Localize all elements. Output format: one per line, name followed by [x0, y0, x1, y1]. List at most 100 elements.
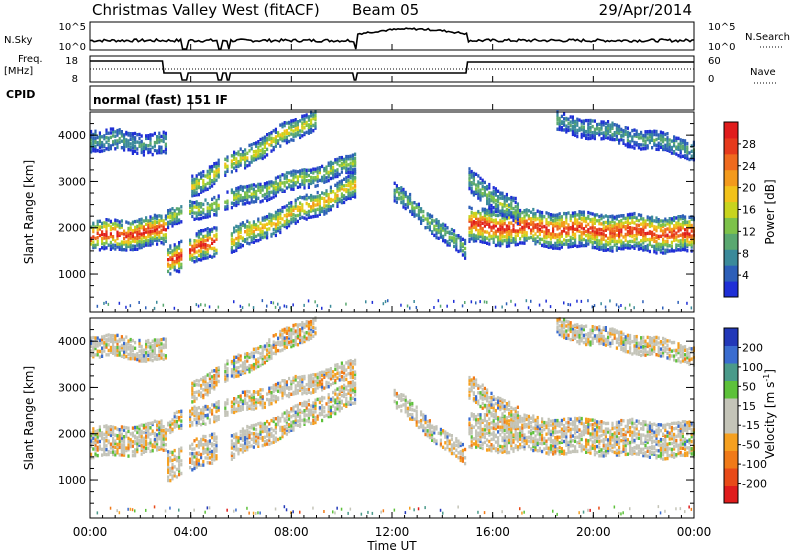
heatmap-cell — [180, 265, 183, 270]
heatmap-cell — [90, 129, 93, 134]
heatmap-cell — [404, 206, 407, 211]
heatmap-cell — [336, 174, 339, 179]
heatmap-cell — [169, 272, 172, 276]
heatmap-cell — [263, 357, 266, 361]
heatmap-cell — [277, 336, 280, 340]
heatmap-cell — [268, 438, 271, 442]
heatmap-cell — [134, 448, 137, 452]
heatmap-cell — [470, 223, 473, 227]
heatmap-cell — [664, 243, 667, 247]
heatmap-cell — [241, 438, 244, 442]
heatmap-cell — [237, 357, 240, 361]
heatmap-cell — [585, 229, 588, 234]
heatmap-cell — [120, 354, 123, 358]
heatmap-cell — [131, 239, 134, 243]
heatmap-cell — [631, 229, 634, 233]
heatmap-cell — [105, 221, 108, 226]
heatmap-cell — [292, 138, 295, 142]
heatmap-cell — [351, 162, 354, 166]
heatmap-cell — [347, 188, 350, 192]
heatmap-cell — [90, 238, 93, 242]
heatmap-cell — [662, 131, 665, 135]
heatmap-cell — [204, 379, 207, 384]
heatmap-cell — [142, 359, 145, 363]
heatmap-cell — [268, 348, 271, 352]
heatmap-cell — [134, 140, 137, 145]
heatmap-cell — [664, 132, 667, 137]
heatmap-cell — [602, 237, 605, 241]
heatmap-cell — [646, 136, 649, 140]
heatmap-cell — [534, 237, 537, 241]
heatmap-cell — [206, 230, 209, 235]
heatmap-cell — [235, 400, 238, 404]
heatmap-cell — [681, 154, 684, 158]
heatmap-cell — [530, 299, 532, 303]
heatmap-cell — [96, 222, 99, 227]
heatmap-cell — [204, 383, 207, 387]
heatmap-cell — [285, 326, 288, 330]
heatmap-cell — [457, 236, 460, 240]
heatmap-cell — [180, 257, 183, 261]
heatmap-cell — [629, 131, 632, 136]
heatmap-cell — [600, 231, 603, 236]
heatmap-cell — [255, 184, 258, 188]
heatmap-cell — [486, 187, 489, 191]
heatmap-cell — [109, 350, 112, 354]
heatmap-cell — [191, 423, 194, 427]
date-label: 29/Apr/2014 — [599, 1, 692, 19]
heatmap-cell — [257, 185, 260, 189]
heatmap-cell — [283, 327, 286, 332]
heatmap-cell — [255, 192, 258, 196]
heatmap-cell — [598, 214, 601, 219]
heatmap-cell — [158, 445, 161, 450]
heatmap-cell — [233, 435, 236, 440]
heatmap-cell — [239, 394, 242, 398]
heatmap-cell — [120, 439, 123, 443]
heatmap-cell — [580, 243, 583, 248]
heatmap-cell — [604, 121, 607, 126]
heatmap-cell — [527, 236, 530, 240]
heatmap-cell — [637, 230, 640, 234]
heatmap-cell — [105, 147, 108, 151]
heatmap-cell — [191, 256, 194, 260]
heatmap-cell — [310, 193, 313, 198]
heatmap-cell — [116, 345, 119, 350]
heatmap-cell — [662, 223, 665, 227]
heatmap-cell — [112, 226, 115, 231]
heatmap-cell — [560, 229, 563, 234]
heatmap-cell — [149, 449, 152, 454]
heatmap-cell — [160, 431, 163, 435]
heatmap-cell — [142, 449, 145, 453]
heatmap-cell — [516, 233, 519, 237]
heatmap-cell — [250, 197, 253, 201]
heatmap-cell — [145, 227, 148, 232]
heatmap-cell — [147, 232, 150, 236]
heatmap-cell — [305, 115, 308, 119]
heatmap-cell — [329, 304, 332, 308]
heatmap-cell — [312, 123, 315, 128]
heatmap-cell — [552, 232, 555, 236]
heatmap-cell — [94, 341, 97, 345]
heatmap-cell — [237, 235, 240, 239]
heatmap-cell — [208, 374, 211, 378]
heatmap-cell — [574, 211, 577, 215]
heatmap-cell — [195, 174, 198, 178]
heatmap-cell — [118, 431, 121, 435]
heatmap-cell — [263, 142, 266, 147]
heatmap-cell — [257, 390, 260, 394]
heatmap-cell — [563, 224, 566, 228]
heatmap-cell — [274, 431, 277, 435]
heatmap-cell — [283, 173, 286, 177]
heatmap-cell — [686, 236, 689, 240]
heatmap-cell — [664, 228, 667, 232]
heatmap-cell — [120, 425, 123, 429]
heatmap-cell — [477, 232, 480, 236]
heatmap-cell — [455, 245, 458, 249]
heatmap-cell — [266, 198, 269, 203]
heatmap-cell — [622, 216, 625, 220]
heatmap-cell — [145, 434, 148, 438]
heatmap-cell — [252, 407, 255, 411]
heatmap-cell — [235, 366, 238, 370]
heatmap-cell — [103, 224, 106, 229]
